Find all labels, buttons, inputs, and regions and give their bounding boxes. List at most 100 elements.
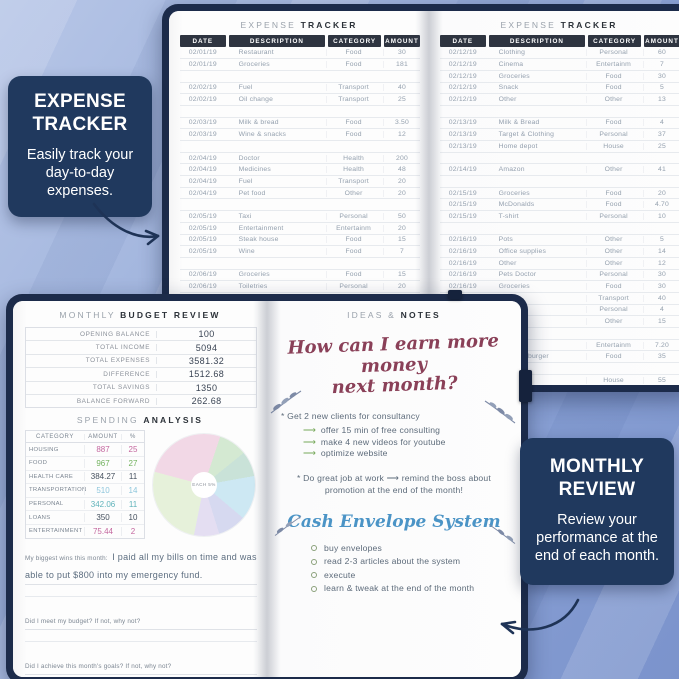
expense-row: 02/02/19 Oil change Transport 25 (180, 94, 420, 106)
expense-row (180, 141, 420, 153)
badge-subtitle: Easily track your day-to-day expenses. (26, 146, 134, 199)
bullet-icon (311, 572, 317, 579)
expense-row: 02/01/19 Groceries Food 181 (180, 59, 420, 71)
expense-row: 02/12/19 Other Other 13 (440, 94, 679, 106)
expense-table-header: DATE DESCRIPTION CATEGORY AMOUNT (180, 35, 420, 47)
notes-list-item: ⟶ offer 15 min of free consulting (303, 425, 441, 436)
green-arrow-icon: ⟶ (303, 436, 316, 447)
expense-row: 02/15/19 T-shirt Personal 10 (440, 211, 679, 223)
spending-row: PERSONAL 342.06 11 (26, 498, 144, 512)
notes-list-item: learn & tweak at the end of the month (311, 582, 507, 596)
spending-row: FOOD 967 27 (26, 457, 144, 471)
expense-row: 02/14/19 Amazon Other 41 (440, 164, 679, 177)
leaf-ornament-icon (270, 390, 302, 414)
expense-row (440, 176, 679, 188)
badge-title: MONTHLY REVIEW (549, 456, 645, 500)
budget-summary-row: TOTAL EXPENSES 3581.32 (26, 355, 256, 369)
expense-row: 02/16/19 Pots Other 5 (440, 235, 679, 247)
expense-row: 02/12/19 Snack Food 5 (440, 83, 679, 95)
expense-table-header: DATE DESCRIPTION CATEGORY AMOUNT (440, 35, 679, 47)
leaf-ornament-icon (484, 400, 516, 424)
expense-row: 02/13/19 Target & Clothing Personal 37 (440, 129, 679, 141)
expense-row: 02/04/19 Pet food Other 20 (180, 188, 420, 200)
expense-row (440, 363, 679, 375)
spending-row: LOANS 350 10 (26, 511, 144, 525)
expense-row (180, 258, 420, 270)
expense-row: 02/12/19 Cinema Entertainm 7 (440, 59, 679, 71)
budget-review-title: MONTHLY BUDGET REVIEW (59, 310, 221, 320)
notes-goal-2: * Do great job at work ⟶ remind the boss… (297, 472, 491, 495)
notes-goal-1-items: ⟶ offer 15 min of free consulting ⟶ make… (303, 425, 507, 460)
expense-row: 02/05/19 Wine Food 7 (180, 246, 420, 258)
budget-summary-table: OPENING BALANCE 100 TOTAL INCOME 5094 TO… (25, 327, 257, 409)
expense-row (440, 153, 679, 165)
review-questions: My biggest wins this month: I paid all m… (25, 547, 257, 678)
col-date: DATE (440, 35, 486, 47)
notes-list-item: read 2-3 articles about the system (311, 555, 507, 569)
col-amount: AMOUNT (384, 35, 420, 47)
ruled-line (25, 630, 257, 642)
expense-tracker-badge: EXPENSE TRACKER Easily track your day-to… (8, 76, 152, 217)
expense-row (440, 328, 679, 340)
expense-row (180, 199, 420, 212)
col-description: DESCRIPTION (228, 35, 326, 47)
notes-goal-1: * Get 2 new clients for consultancy (281, 411, 420, 422)
col-date: DATE (180, 35, 226, 47)
ideas-notes-header: IDEAS & NOTES (347, 310, 441, 320)
expense-row: 02/01/19 Restaurant Food 30 (180, 48, 420, 60)
expense-row: 02/13/19 Home depot House 25 (440, 141, 679, 153)
expense-row: 02/06/19 Toiletries Personal 20 (180, 281, 420, 293)
spending-analysis-title: SPENDING ANALYSIS (76, 415, 204, 426)
bullet-icon (311, 545, 317, 552)
expense-row: 02/05/19 Taxi Personal 50 (180, 211, 420, 223)
bullet-icon (311, 558, 317, 565)
expense-page-title: EXPENSE TRACKER (500, 20, 618, 30)
expense-row: 02/16/19 Other Other 12 (440, 258, 679, 270)
review-question: My biggest wins this month: I paid all m… (25, 547, 257, 606)
monthly-review-badge: MONTHLY REVIEW Review your performance a… (520, 438, 674, 585)
cash-envelope-items: buy envelopes read 2-3 articles about th… (311, 542, 507, 596)
expense-row: 02/12/19 Clothing Personal 60 (440, 48, 679, 60)
expense-row: 02/04/19 Fuel Transport 20 (180, 176, 420, 188)
expense-row (440, 223, 679, 235)
expense-row: 02/13/19 Milk & Bread Food 4 (440, 118, 679, 130)
col-amount: AMOUNT (644, 35, 679, 47)
spending-row: ENTERTAINMENT 75.44 2 (26, 525, 144, 538)
budget-summary-row: TOTAL INCOME 5094 (26, 341, 256, 355)
ideas-notes-page: IDEAS & NOTES How can I earn more money … (267, 301, 521, 677)
notes-list-item: ⟶ optimize website (303, 448, 388, 459)
spending-rows: HOUSING 887 25 FOOD 967 27 (26, 443, 144, 537)
review-question: Did I meet my budget? If not, why not? (25, 610, 257, 651)
spending-row: HOUSING 887 25 (26, 443, 144, 457)
notes-list-item: execute (311, 569, 507, 583)
expense-row (180, 106, 420, 118)
expense-row: 02/03/19 Wine & snacks Food 12 (180, 129, 420, 141)
ruled-line (25, 585, 257, 597)
expense-page-title: EXPENSE TRACKER (240, 20, 358, 30)
notes-list-item: ⟶ make 4 new videos for youtube (303, 436, 446, 447)
expense-row: 02/02/19 Fuel Transport 40 (180, 83, 420, 95)
spending-analysis: CATEGORY AMOUNT % HOUSING 887 25 (25, 430, 261, 539)
bullet-icon (311, 585, 317, 592)
expense-row: 02/15/19 Groceries Food 20 (440, 188, 679, 200)
badge-subtitle: Review your performance at the end of ea… (534, 511, 660, 564)
curved-arrow-left-icon (500, 598, 580, 635)
budget-summary-row: OPENING BALANCE 100 (26, 328, 256, 342)
curved-arrow-right-icon (92, 202, 160, 246)
notes-list-item: buy envelopes (311, 542, 507, 556)
expense-row: 02/04/19 Doctor Health 200 (180, 153, 420, 165)
elastic-band-tip (448, 290, 462, 299)
expense-row: 02/05/19 Entertainment Entertainm 20 (180, 223, 420, 235)
expense-row: 02/05/19 Steak house Food 15 (180, 235, 420, 247)
spending-table-header: CATEGORY AMOUNT % (26, 431, 144, 444)
budget-summary-row: BALANCE FORWARD 262.68 (26, 395, 256, 407)
budget-summary-row: TOTAL SAVINGS 1350 (26, 382, 256, 395)
ruled-line (25, 675, 257, 678)
expense-rows-left: 02/01/19 Restaurant Food 30 02/01/19 Gro… (180, 48, 420, 328)
spending-table: CATEGORY AMOUNT % HOUSING 887 25 (25, 430, 145, 539)
expense-row: 02/12/19 Groceries Food 30 (440, 71, 679, 83)
cash-envelope-title: Cash Envelope System (287, 511, 501, 532)
budget-summary-row: DIFFERENCE 1512.68 (26, 368, 256, 382)
expense-row: 02/15/19 McDonalds Food 4.70 (440, 199, 679, 212)
expense-row: 02/04/19 Medicines Health 48 (180, 164, 420, 177)
